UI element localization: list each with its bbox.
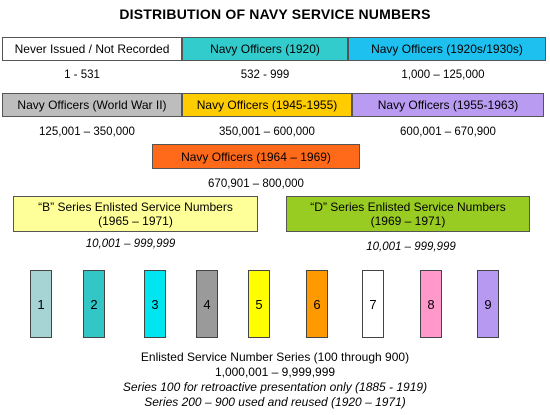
- navy-officers-1945-1955-box: Navy Officers (1945-1955): [182, 93, 352, 117]
- navy-officers-1964-1969-range: 670,901 – 800,000: [208, 178, 304, 190]
- d-series-years: (1969 – 1971): [370, 214, 446, 228]
- series-500-bar: 5: [248, 270, 270, 338]
- navy-officers-1920-range: 532 - 999: [240, 69, 290, 81]
- b-series-years: (1965 – 1971): [98, 214, 173, 228]
- navy-officers-wwii-box: Navy Officers (World War II): [2, 93, 182, 117]
- series-800-bar: 8: [420, 270, 442, 338]
- series-200-900-note: Series 200 – 900 used and reused (1920 –…: [144, 395, 406, 409]
- series-100-bar: 1: [30, 270, 52, 338]
- series-900-bar: 9: [477, 270, 499, 338]
- navy-officers-1964-1969-box: Navy Officers (1964 – 1969): [152, 144, 360, 169]
- series-600-bar: 6: [306, 270, 328, 338]
- never-issued-range: 1 - 531: [64, 69, 100, 81]
- navy-officers-1955-1963-range: 600,001 – 670,900: [400, 126, 496, 138]
- b-series-range: 10,001 – 999,999: [85, 238, 176, 250]
- navy-officers-1920s-1930s-range: 1,000 – 125,000: [401, 69, 485, 81]
- d-series-title: “D” Series Enlisted Service Numbers: [310, 200, 506, 214]
- navy-officers-1920-box: Navy Officers (1920): [182, 37, 348, 61]
- enlisted-series-title: Enlisted Service Number Series (100 thro…: [140, 350, 410, 364]
- navy-officers-1920s-1930s-box: Navy Officers (1920s/1930s): [348, 37, 546, 61]
- series-700-bar: 7: [362, 270, 384, 338]
- navy-officers-1945-1955-range: 350,001 – 600,000: [219, 126, 315, 138]
- b-series-box: “B” Series Enlisted Service Numbers (196…: [13, 196, 258, 232]
- series-100-note: Series 100 for retroactive presentation …: [122, 380, 428, 394]
- series-300-bar: 3: [144, 270, 166, 338]
- enlisted-series-range: 1,000,001 – 9,999,999: [214, 365, 336, 379]
- navy-officers-1955-1963-box: Navy Officers (1955-1963): [352, 93, 544, 117]
- b-series-title: “B” Series Enlisted Service Numbers: [38, 200, 233, 214]
- series-200-bar: 2: [83, 270, 105, 338]
- never-issued-box: Never Issued / Not Recorded: [2, 37, 182, 61]
- series-400-bar: 4: [196, 270, 218, 338]
- diagram-title: DISTRIBUTION OF NAVY SERVICE NUMBERS: [119, 6, 431, 22]
- d-series-box: “D” Series Enlisted Service Numbers (196…: [286, 196, 530, 232]
- d-series-range: 10,001 – 999,999: [366, 241, 456, 253]
- navy-officers-wwii-range: 125,001 – 350,000: [39, 126, 135, 138]
